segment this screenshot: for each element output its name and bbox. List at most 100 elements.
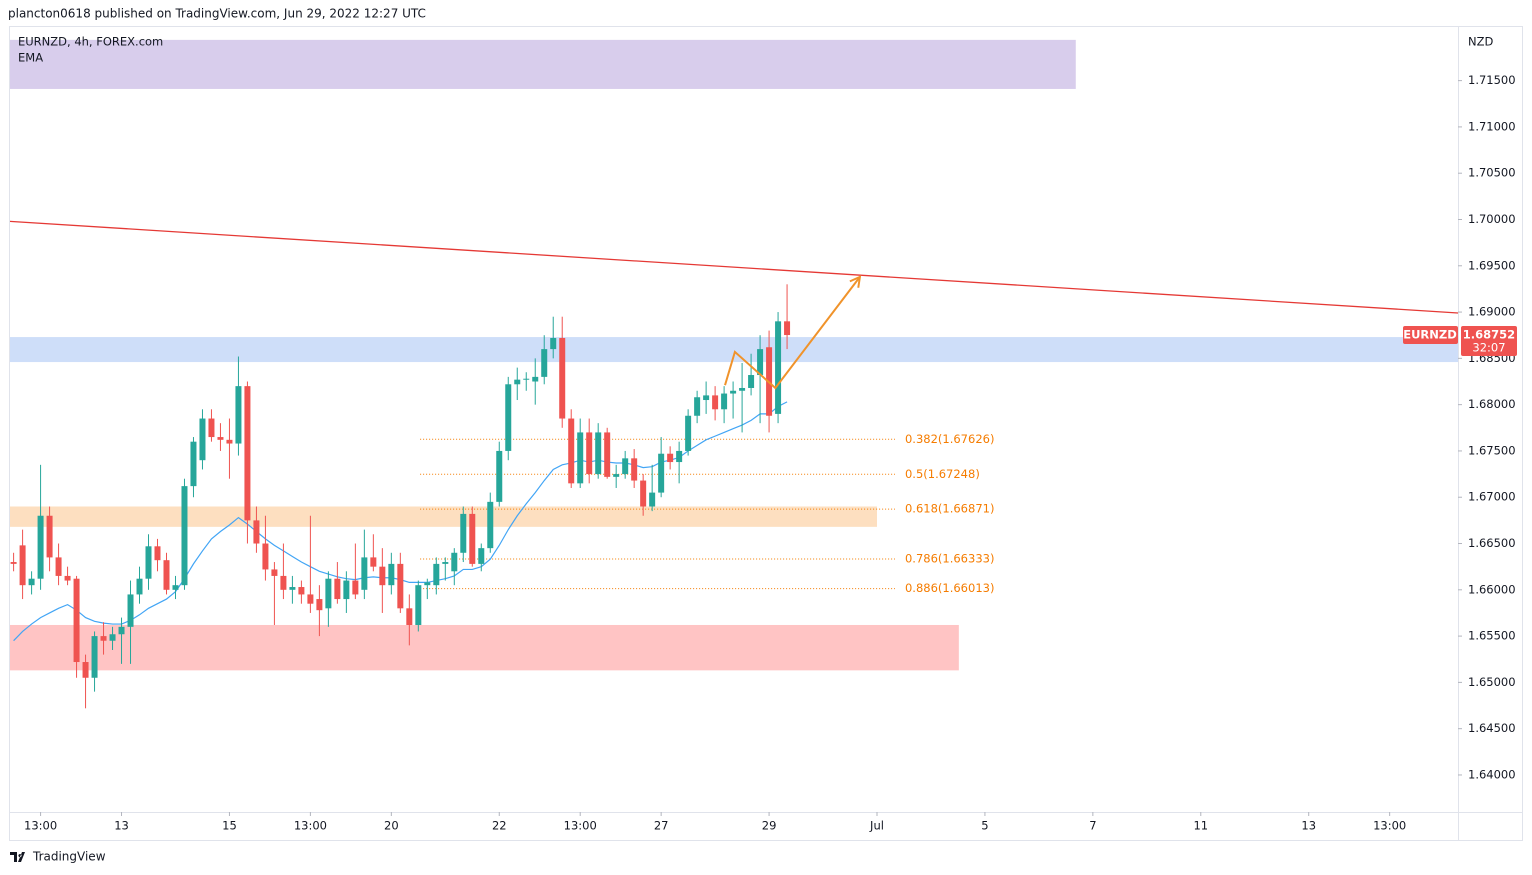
candle-body <box>352 580 359 595</box>
x-tick-label: 22 <box>492 819 507 833</box>
y-tick-label: 1.71500 <box>1468 73 1516 87</box>
candle-body <box>73 578 80 663</box>
fib-label: 0.786(1.66333) <box>905 551 994 565</box>
candle-body <box>127 594 134 627</box>
candle-body <box>577 432 584 484</box>
candle-body <box>622 458 629 475</box>
candle-body <box>712 395 719 410</box>
candle-body <box>343 580 350 600</box>
candle-body <box>100 636 107 641</box>
candle-body <box>649 492 656 507</box>
candle-body <box>55 557 62 576</box>
zone <box>10 39 1076 89</box>
logo-shape <box>10 852 25 862</box>
price-tag-countdown: 32:07 <box>1472 341 1505 355</box>
candle-body <box>316 599 323 611</box>
fib-label: 0.886(1.66013) <box>905 581 994 595</box>
y-tick-label: 1.66000 <box>1468 582 1516 596</box>
candle-body <box>451 552 458 572</box>
y-tick-label: 1.69500 <box>1468 258 1516 272</box>
candle-body <box>298 587 305 595</box>
x-tick-label: 13:00 <box>24 819 57 833</box>
candle-body <box>631 458 638 481</box>
header: plancton0618 published on TradingView.co… <box>8 7 426 21</box>
candle-body <box>19 545 26 586</box>
candle-body <box>478 548 485 564</box>
candle-body <box>559 337 566 419</box>
candle-body <box>325 578 332 609</box>
frame <box>9 26 1523 841</box>
candle-body <box>136 578 143 595</box>
candle-body <box>82 662 89 678</box>
x-tick-label: 13 <box>114 819 129 833</box>
y-tick-label: 1.65000 <box>1468 675 1516 689</box>
candle-body <box>640 480 647 507</box>
x-tick-label: 20 <box>384 819 399 833</box>
candle-body <box>235 386 242 444</box>
candle-body <box>775 321 782 414</box>
candle-body <box>145 546 152 579</box>
candle-body <box>307 594 314 604</box>
candle-body <box>469 513 476 564</box>
candle-body <box>370 557 377 567</box>
x-tick-label: Jul <box>869 819 884 833</box>
candle-body <box>361 557 368 590</box>
price-tag-value: 1.68752 <box>1463 328 1515 342</box>
candle-body <box>190 441 197 487</box>
candle-body <box>550 337 557 350</box>
candle-body <box>595 432 602 475</box>
candle-body <box>118 626 125 635</box>
candle-body <box>532 376 539 382</box>
x-tick-label: 27 <box>654 819 669 833</box>
candle-body <box>415 585 422 625</box>
legend-title: EURNZD, 4h, FOREX.com <box>18 35 163 49</box>
y-tick-label: 1.66500 <box>1468 536 1516 550</box>
y-tick-label: 1.67000 <box>1468 490 1516 504</box>
x-tick-label: 11 <box>1193 819 1208 833</box>
candle-body <box>496 450 503 502</box>
candle-body <box>37 515 44 579</box>
candle-body <box>244 386 251 521</box>
candle-body <box>28 578 35 586</box>
candle-body <box>676 450 683 463</box>
candle-body <box>739 387 746 391</box>
candle-body <box>694 397 701 416</box>
candle-body <box>586 432 593 475</box>
candle-body <box>685 415 692 451</box>
candle-body <box>208 418 215 438</box>
candle-body <box>487 501 494 549</box>
y-tick-label: 1.71000 <box>1468 119 1516 133</box>
candle-body <box>181 486 188 586</box>
candle-body <box>784 321 791 336</box>
candle-body <box>91 636 98 678</box>
candle-body <box>514 379 521 385</box>
candle-body <box>334 578 341 600</box>
x-tick-label: 13 <box>1301 819 1316 833</box>
y-tick-label: 1.70000 <box>1468 212 1516 226</box>
symbol-tag-label: EURNZD <box>1403 328 1457 342</box>
legend-ema: EMA <box>18 51 43 65</box>
x-tick-label: 29 <box>762 819 777 833</box>
candle-body <box>172 585 179 590</box>
x-tick-label: 7 <box>1089 819 1096 833</box>
candle-body <box>568 418 575 484</box>
candle-body <box>388 563 395 586</box>
candle-body <box>604 432 611 477</box>
x-tick-label: 15 <box>222 819 237 833</box>
axis-unit: NZD <box>1468 35 1493 49</box>
candle-body <box>397 563 404 609</box>
price-tag <box>1461 326 1517 357</box>
candle-body <box>748 375 755 388</box>
candle-body <box>757 349 764 376</box>
y-tick-label: 1.69000 <box>1468 305 1516 319</box>
fib-label: 0.618(1.66871) <box>905 502 994 516</box>
x-tick-label: 13:00 <box>294 819 327 833</box>
candle-body <box>442 562 449 564</box>
candle-body <box>262 543 269 570</box>
y-tick-label: 1.68000 <box>1468 397 1516 411</box>
brand-logo <box>10 852 25 862</box>
x-tick-label: 13:00 <box>1373 819 1406 833</box>
y-tick-label: 1.64000 <box>1468 767 1516 781</box>
candle-body <box>730 390 737 394</box>
